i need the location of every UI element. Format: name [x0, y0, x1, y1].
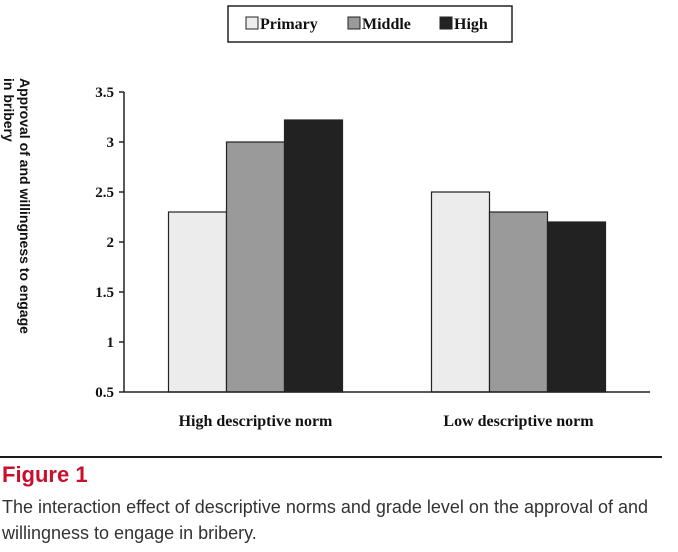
- bar-high-1: [283, 119, 344, 393]
- legend-swatch-high: [439, 16, 453, 30]
- bar-high-2: [546, 221, 607, 393]
- figure-caption: The interaction effect of descriptive no…: [2, 497, 649, 543]
- y-axis: 0.5 1 1.5 2 2.5 3 3.5: [95, 85, 125, 401]
- legend-label-primary: Primary: [260, 16, 318, 33]
- bar-chart: Primary Middle High Approval of and willin…: [1, 5, 650, 430]
- y-tick-label: 3.5: [95, 85, 114, 101]
- y-tick-label: 2: [107, 235, 115, 251]
- bar-middle-1: [225, 141, 286, 393]
- figure-label: Figure 1: [2, 462, 88, 487]
- y-axis-title-line-1: Approval of and willingness to engage: [17, 78, 33, 334]
- legend-label-middle: Middle: [362, 16, 411, 33]
- y-tick-label: 1.5: [95, 285, 114, 301]
- bar-middle-2: [488, 211, 549, 393]
- x-axis: High descriptive norm Low descriptive nor…: [124, 391, 650, 430]
- legend-label-high: High: [454, 16, 488, 33]
- legend-box: [227, 5, 513, 43]
- legend-swatch-middle: [347, 16, 361, 30]
- legend: Primary Middle High: [227, 5, 513, 43]
- x-category-label: Low descriptive norm: [443, 413, 594, 430]
- bar-primary-1: [167, 211, 228, 393]
- y-tick-label: 2.5: [95, 185, 114, 201]
- bar-primary-2: [430, 191, 491, 393]
- bars: [167, 119, 607, 393]
- y-tick-label: 1: [107, 335, 115, 351]
- x-category-label: High descriptive norm: [179, 413, 333, 430]
- y-axis-title-line-2: in bribery: [1, 78, 17, 142]
- y-tick-label: 3: [107, 135, 115, 151]
- y-tick-label: 0.5: [95, 385, 114, 401]
- figure-divider: [0, 456, 662, 458]
- y-axis-title: Approval of and willingness to engagein …: [1, 78, 33, 334]
- legend-swatch-primary: [245, 16, 259, 30]
